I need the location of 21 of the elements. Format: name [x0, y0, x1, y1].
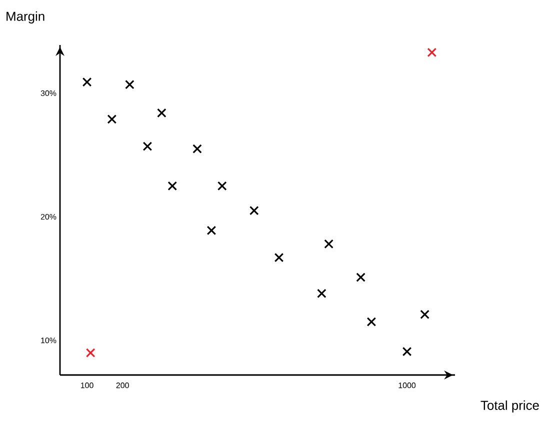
point — [420, 310, 430, 320]
point — [206, 226, 216, 236]
point — [402, 346, 412, 356]
point — [86, 348, 96, 358]
point — [274, 252, 284, 262]
point — [317, 288, 326, 298]
point — [125, 80, 134, 90]
point — [356, 272, 366, 282]
point — [427, 48, 437, 58]
point — [217, 181, 227, 191]
point — [249, 206, 259, 216]
point — [82, 77, 92, 87]
point — [142, 142, 152, 152]
y-axis-title: Margin — [6, 11, 44, 24]
point — [192, 144, 202, 154]
point — [168, 181, 178, 191]
point — [107, 114, 117, 124]
point — [157, 108, 166, 118]
point — [366, 317, 376, 327]
point — [324, 239, 334, 249]
x-axis-title: Total price — [480, 400, 539, 413]
